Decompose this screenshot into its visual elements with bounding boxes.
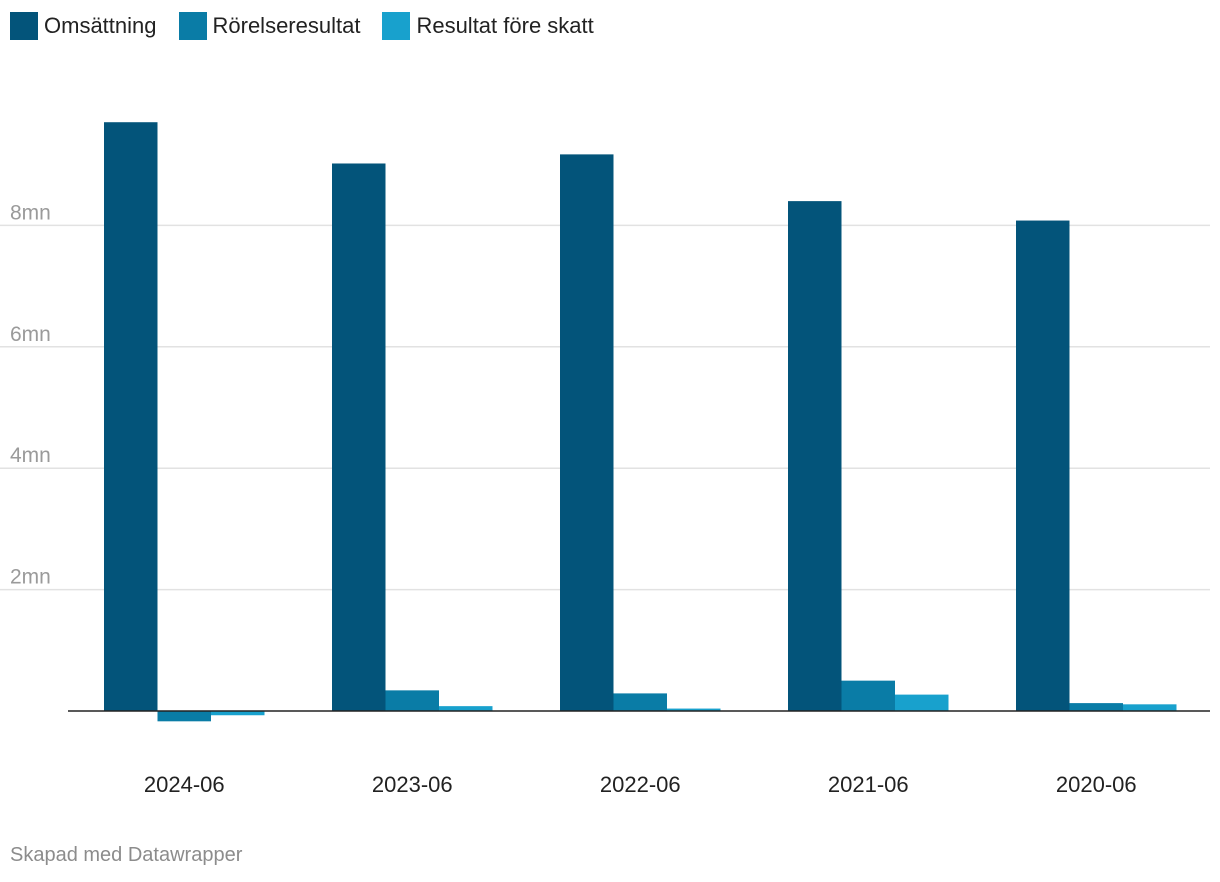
bar-2024-06-series-1: [157, 711, 211, 722]
x-tick-label-2024-06: 2024-06: [144, 772, 225, 797]
bar-2023-06-series-0: [332, 163, 386, 712]
bar-2024-06-series-2: [211, 711, 265, 716]
legend-swatch-resultat-fore-skatt: [382, 12, 411, 40]
bar-2022-06-series-2: [667, 708, 721, 711]
bar-2021-06-series-2: [895, 694, 949, 711]
legend-item-omsattning: Omsättning: [10, 12, 157, 40]
y-tick-label-8: 8mn: [10, 201, 51, 224]
y-tick-label-6: 6mn: [10, 323, 51, 346]
legend-label-resultat-fore-skatt: Resultat före skatt: [416, 13, 594, 38]
bar-2022-06-series-1: [613, 693, 667, 711]
x-tick-label-2021-06: 2021-06: [828, 772, 909, 797]
bar-2023-06-series-1: [385, 690, 439, 711]
bar-2024-06-series-0: [104, 122, 158, 711]
legend: Omsättning Rörelseresultat Resultat före…: [10, 12, 616, 40]
x-tick-label-2020-06: 2020-06: [1056, 772, 1137, 797]
bar-2020-06-series-2: [1123, 704, 1177, 711]
x-tick-label-2023-06: 2023-06: [372, 772, 453, 797]
bar-2023-06-series-2: [439, 706, 493, 711]
legend-item-rorelseresultat: Rörelseresultat: [178, 12, 361, 40]
footer-credit: Skapad med Datawrapper: [10, 844, 243, 866]
legend-swatch-rorelseresultat: [178, 12, 207, 40]
bar-2020-06-series-1: [1069, 703, 1123, 711]
legend-item-resultat-fore-skatt: Resultat före skatt: [382, 12, 594, 40]
bar-2020-06-series-0: [1016, 220, 1070, 711]
y-tick-label-4: 4mn: [10, 444, 51, 467]
x-tick-label-2022-06: 2022-06: [600, 772, 681, 797]
legend-swatch-omsattning: [10, 12, 38, 40]
bar-2021-06-series-1: [841, 680, 895, 711]
bar-2021-06-series-0: [788, 201, 842, 711]
y-tick-label-2: 2mn: [10, 566, 51, 589]
legend-label-rorelseresultat: Rörelseresultat: [212, 13, 361, 38]
bar-2022-06-series-0: [560, 154, 614, 712]
legend-label-omsattning: Omsättning: [44, 13, 157, 38]
